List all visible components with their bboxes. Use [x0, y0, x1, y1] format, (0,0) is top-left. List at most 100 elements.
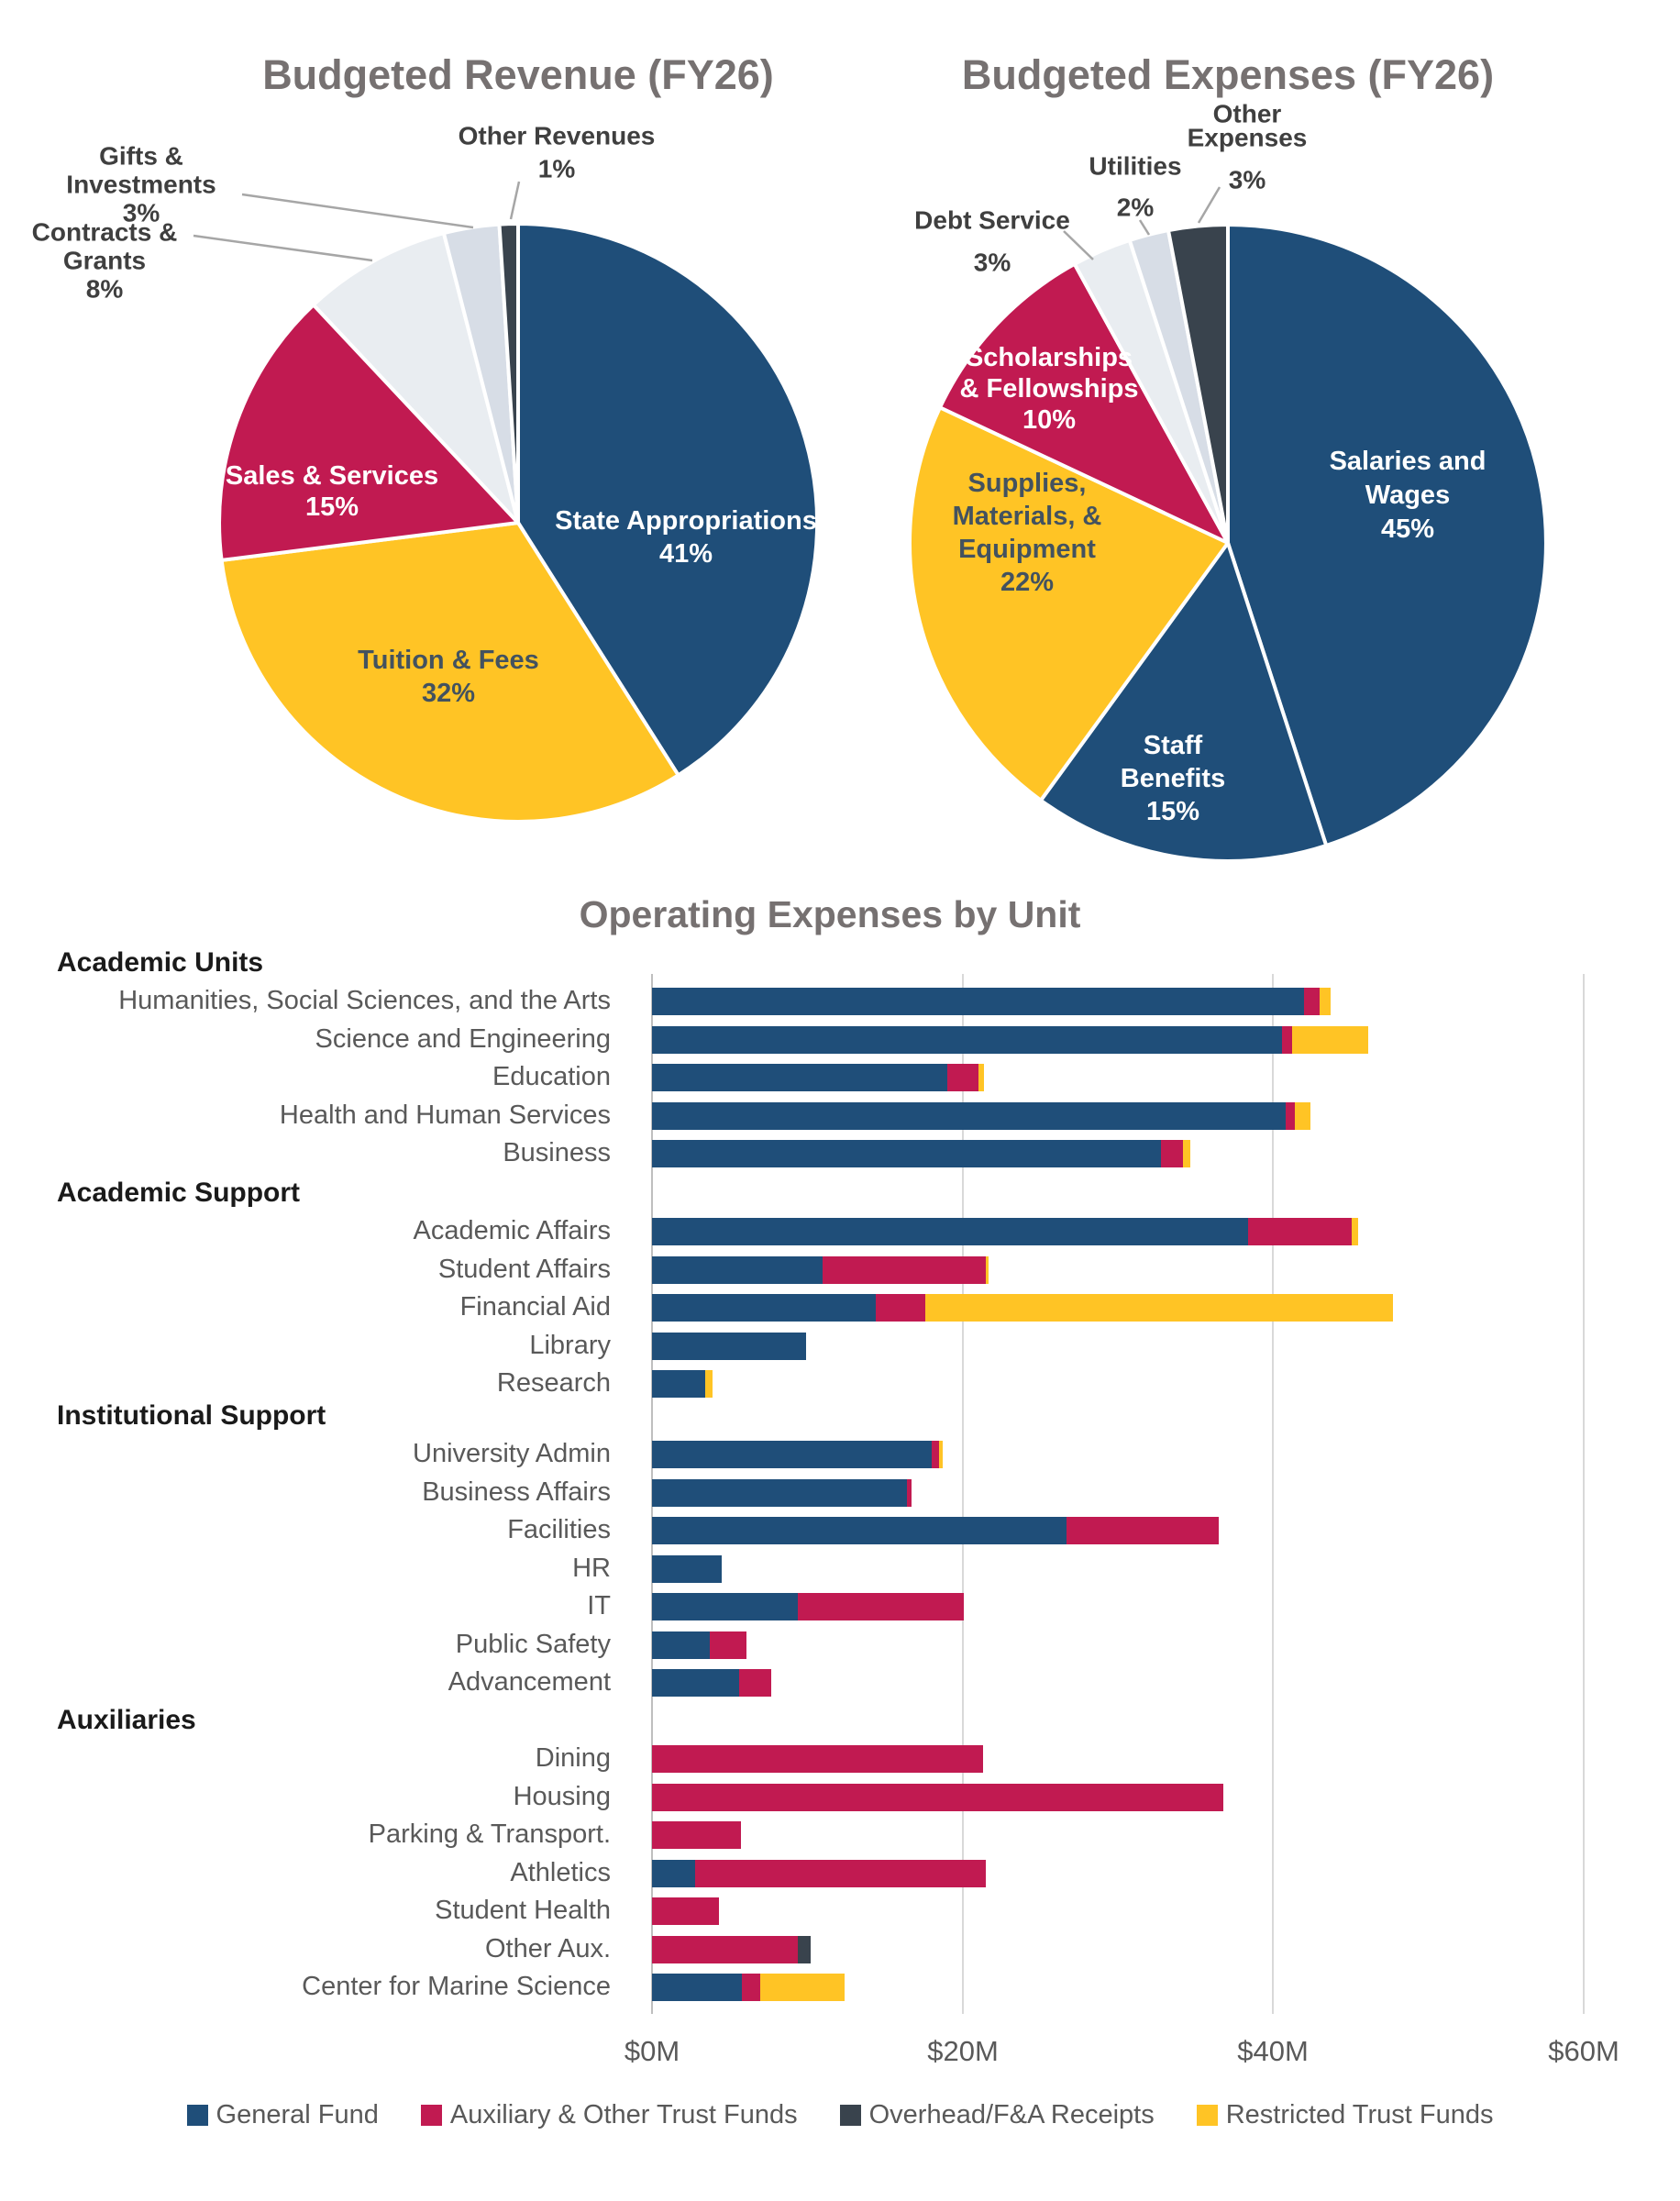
bar-row-label-public-safety: Public Safety [455, 1629, 611, 1659]
bar-segment-general [652, 1140, 1162, 1167]
pie-label-contracts-grants: Contracts & Grants 8% [32, 218, 178, 304]
gridline-40m [1272, 974, 1274, 2014]
legend-label-restricted-trust-funds: Restricted Trust Funds [1225, 2100, 1494, 2129]
legend-label-overhead-f-a-receipts: Overhead/F&A Receipts [868, 2100, 1155, 2129]
legend-swatch-auxiliary-other-trust-funds [420, 2105, 442, 2126]
chart-legend: General Fund Auxiliary & Other Trust Fund… [0, 2100, 1680, 2130]
gridline-60m [1583, 974, 1585, 2014]
section-header-auxiliaries: Auxiliaries [57, 1705, 196, 1735]
pie-label-supplies-materials-equipment: Supplies, Materials, & Equipment 22% [953, 469, 1102, 597]
section-header-institutional-support: Institutional Support [57, 1400, 326, 1431]
legend-label-general-fund: General Fund [216, 2100, 379, 2129]
bar-segment-auxiliary [1067, 1517, 1219, 1544]
bar-row-public-safety [652, 1631, 747, 1659]
section-header-academic-support: Academic Support [57, 1178, 301, 1208]
bar-segment-general [652, 1631, 710, 1659]
bar-segment-general [652, 1255, 823, 1284]
bar-row-label-it: IT [587, 1591, 611, 1620]
bar-segment-auxiliary [652, 1935, 799, 1963]
bar-segment-auxiliary [1304, 988, 1320, 1015]
leader-line-other-revenues [509, 181, 521, 220]
bar-row-academic-affairs [652, 1218, 1359, 1245]
bar-row-business [652, 1140, 1191, 1167]
section-header-academic-units: Academic Units [57, 947, 264, 978]
revenue-pie-title: Budgeted Revenue (FY26) [262, 51, 774, 98]
bar-segment-restricted [1294, 1101, 1310, 1130]
bar-segment-auxiliary [652, 1897, 719, 1925]
bar-segment-restricted [924, 1294, 1393, 1322]
pie-slice-staff-benefits [1039, 541, 1329, 863]
budgeted-expenses-fy26-pie: Salaries and Wages 45% Staff Benefits 15% Supp… [908, 100, 1548, 863]
bar-segment-auxiliary [798, 1593, 965, 1620]
bar-segment-general [652, 1025, 1283, 1054]
legend-swatch-overhead-f-a-receipts [839, 2105, 861, 2126]
bar-segment-auxiliary [931, 1441, 940, 1468]
bar-row-science-and-engineering [652, 1025, 1368, 1054]
bar-row-label-student-health: Student Health [435, 1896, 611, 1925]
bar-segment-general [652, 1064, 947, 1091]
bar-segment-auxiliary [742, 1974, 761, 2001]
pie-slice-salaries-and-wages [1226, 223, 1548, 847]
bar-segment-general [652, 1370, 705, 1398]
bar-row-health-and-human-services [652, 1101, 1310, 1130]
bar-chart-title: Operating Expenses by Unit [579, 893, 1081, 935]
pie-label-staff-benefits: Staff Benefits 15% [1121, 731, 1225, 826]
bar-row-label-research: Research [496, 1368, 611, 1398]
bar-segment-auxiliary [652, 1745, 983, 1773]
bar-segment-auxiliary [709, 1631, 747, 1659]
bar-row-student-health [652, 1897, 719, 1925]
bar-segment-auxiliary [906, 1478, 912, 1507]
bar-row-label-athletics: Athletics [510, 1857, 611, 1887]
bar-segment-general [652, 1974, 743, 2001]
bar-segment-general [652, 1859, 696, 1887]
pie-slice-tuition-fees [219, 521, 680, 824]
bar-row-facilities [652, 1517, 1219, 1544]
bar-row-label-facilities: Facilities [507, 1515, 611, 1544]
bar-segment-auxiliary [1161, 1140, 1183, 1167]
legend-item-general-fund: General Fund [186, 2100, 379, 2130]
bar-row-label-center-for-marine-science: Center for Marine Science [302, 1972, 611, 2001]
bar-segment-auxiliary [1282, 1025, 1292, 1054]
bar-row-label-business: Business [503, 1138, 611, 1167]
pie-label-utilities: Utilities 2% [1089, 152, 1181, 222]
bar-segment-auxiliary [652, 1821, 741, 1849]
bar-segment-general [652, 1218, 1249, 1245]
bar-row-label-health-and-human-services: Health and Human Services [279, 1100, 611, 1130]
budgeted-revenue-fy26-pie: State Appropriations 41% Tuition & Fees 32%… [32, 122, 820, 824]
bar-row-dining [652, 1745, 983, 1773]
pie-label-gifts-investments: Gifts & Investments 3% [66, 142, 216, 227]
bar-segment-restricted [1319, 988, 1331, 1015]
pie-label-salaries-wages: Salaries and Wages 45% [1330, 447, 1487, 544]
bar-segment-restricted [939, 1441, 943, 1468]
bar-row-label-advancement: Advancement [448, 1667, 611, 1697]
bar-row-library [652, 1332, 806, 1360]
bar-row-business-affairs [652, 1478, 912, 1507]
pie-slice-contracts-grants [311, 231, 520, 525]
pie-label-tuition-fees: Tuition & Fees 32% [358, 646, 539, 708]
pie-label-scholarships-fellowships: Scholarships & Fellowships 10% [960, 343, 1139, 435]
bar-row-label-hr: HR [572, 1553, 611, 1583]
pie-label-state-appropriations: State Appropriations 41% [555, 506, 817, 569]
legend-swatch-restricted-trust-funds [1196, 2105, 1218, 2126]
leader-line-other-expenses [1197, 186, 1221, 224]
bar-segment-auxiliary [652, 1783, 1223, 1811]
bar-row-label-university-admin: University Admin [413, 1439, 611, 1468]
bar-row-label-business-affairs: Business Affairs [422, 1477, 611, 1507]
bar-row-education [652, 1064, 985, 1091]
bar-row-research [652, 1370, 713, 1398]
legend-item-restricted-trust-funds: Restricted Trust Funds [1196, 2100, 1494, 2130]
bar-row-hr [652, 1554, 723, 1583]
bar-row-center-for-marine-science [652, 1974, 845, 2001]
bar-segment-auxiliary [875, 1294, 925, 1322]
bar-segment-auxiliary [695, 1859, 986, 1887]
bar-segment-general [652, 1294, 876, 1322]
leader-line-utilities [1138, 219, 1151, 236]
pie-label-other-expenses: Other Expenses 3% [1188, 100, 1308, 194]
bar-row-housing [652, 1783, 1223, 1811]
legend-item-overhead-f-a-receipts: Overhead/F&A Receipts [839, 2100, 1155, 2130]
expenses-pie-title: Budgeted Expenses (FY26) [961, 51, 1495, 98]
bar-row-it [652, 1593, 965, 1620]
legend-label-auxiliary-other-trust-funds: Auxiliary & Other Trust Funds [449, 2100, 798, 2129]
bar-row-athletics [652, 1859, 986, 1887]
